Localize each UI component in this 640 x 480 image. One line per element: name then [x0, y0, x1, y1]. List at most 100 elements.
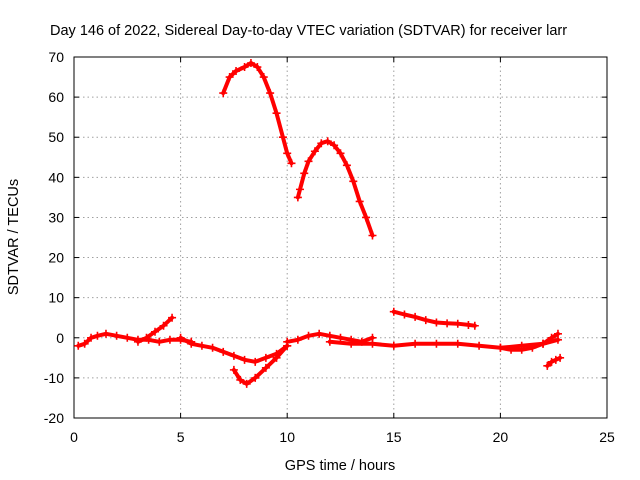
data-point	[283, 149, 292, 158]
data-point	[112, 331, 121, 340]
data-point	[261, 363, 270, 372]
data-point	[176, 333, 185, 342]
data-point	[295, 185, 304, 194]
data-point	[349, 177, 358, 186]
data-point	[240, 355, 249, 364]
data-point	[453, 319, 462, 328]
data-point	[219, 89, 228, 98]
series-line	[545, 355, 563, 368]
data-point	[304, 157, 313, 166]
series-line	[221, 61, 294, 166]
data-point	[315, 329, 324, 338]
y-tick-label: 50	[48, 129, 64, 145]
data-point	[80, 339, 89, 348]
data-point	[283, 337, 292, 346]
data-point	[464, 320, 473, 329]
y-tick-label: 30	[48, 209, 64, 225]
y-tick-label: -10	[44, 370, 64, 386]
data-point	[159, 321, 168, 330]
x-tick-label: 20	[493, 429, 509, 445]
data-point	[293, 193, 302, 202]
data-point	[475, 341, 484, 350]
y-axis-label: SDTVAR / TECUs	[6, 179, 22, 295]
data-point	[400, 310, 409, 319]
data-point	[272, 109, 281, 118]
data-point	[310, 147, 319, 156]
data-point	[411, 312, 420, 321]
data-point	[553, 329, 562, 338]
data-point	[261, 353, 270, 362]
data-point	[507, 345, 516, 354]
data-point	[368, 339, 377, 348]
data-point	[389, 307, 398, 316]
x-tick-label: 25	[599, 429, 615, 445]
series-arc-7	[229, 341, 292, 388]
data-point	[123, 333, 132, 342]
y-tick-label: 20	[48, 250, 64, 266]
data-point	[151, 327, 160, 336]
y-tick-label: 70	[48, 49, 64, 65]
data-point	[287, 159, 296, 168]
data-point	[556, 353, 565, 362]
x-axis-label: GPS time / hours	[285, 458, 395, 474]
data-point	[165, 335, 174, 344]
data-point	[251, 373, 260, 382]
y-tick-label: 60	[48, 89, 64, 105]
data-point	[74, 341, 83, 350]
data-point	[528, 343, 537, 352]
data-point	[362, 213, 371, 222]
data-point	[197, 341, 206, 350]
y-tick-label: 40	[48, 169, 64, 185]
data-point	[547, 357, 556, 366]
data-point	[543, 361, 552, 370]
data-point	[219, 347, 228, 356]
data-point	[155, 337, 164, 346]
series-arc-10	[496, 329, 562, 354]
data-point	[300, 169, 309, 178]
data-point	[251, 357, 260, 366]
data-point	[470, 321, 479, 330]
data-point	[551, 355, 560, 364]
data-point	[272, 353, 281, 362]
data-point	[547, 333, 556, 342]
y-tick-label: 0	[56, 330, 64, 346]
data-point	[336, 149, 345, 158]
data-point	[229, 365, 238, 374]
data-traces	[74, 59, 565, 388]
data-point	[240, 63, 249, 72]
data-point	[421, 316, 430, 325]
x-tick-label: 0	[70, 429, 78, 445]
chart-title: Day 146 of 2022, Sidereal Day-to-day VTE…	[50, 23, 567, 39]
series-arc-1	[219, 59, 296, 168]
series-arc-5	[133, 313, 177, 346]
data-point	[242, 379, 251, 388]
data-point	[142, 333, 151, 342]
data-point	[323, 137, 332, 146]
data-point	[259, 73, 268, 82]
data-point	[208, 343, 217, 352]
data-point	[368, 231, 377, 240]
series-arc-4	[74, 329, 196, 350]
data-point	[539, 339, 548, 348]
data-point	[232, 67, 241, 76]
data-point	[246, 59, 255, 68]
data-point	[293, 335, 302, 344]
data-point	[443, 319, 452, 328]
data-point	[229, 351, 238, 360]
grid	[74, 57, 607, 418]
data-point	[517, 345, 526, 354]
data-point	[236, 375, 245, 384]
data-point	[304, 331, 313, 340]
data-point	[347, 339, 356, 348]
data-point	[496, 343, 505, 352]
plot-frame	[73, 56, 608, 419]
data-point	[93, 331, 102, 340]
series-arc-2	[293, 137, 377, 240]
data-point	[317, 139, 326, 148]
y-tick-label: 10	[48, 290, 64, 306]
data-point	[278, 133, 287, 142]
x-tick-label: 10	[279, 429, 295, 445]
y-tick-label: -20	[44, 410, 64, 426]
data-point	[432, 339, 441, 348]
